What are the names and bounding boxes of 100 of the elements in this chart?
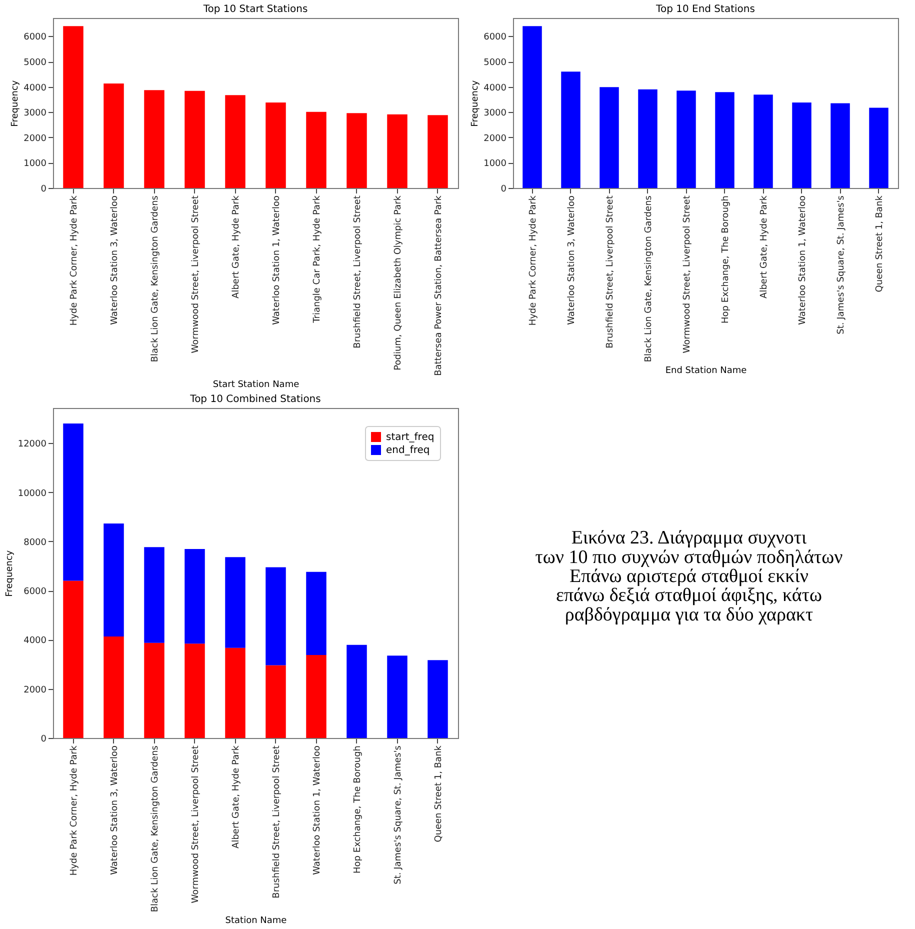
- y-tick-label: 4000: [24, 636, 47, 646]
- bar: [225, 95, 246, 188]
- x-tick-label: Albert Gate, Hyde Park: [231, 194, 242, 298]
- y-tick-label: 0: [500, 184, 507, 194]
- y-tick-label: 3000: [484, 108, 507, 119]
- y-tick-label: 12000: [18, 440, 47, 450]
- chart-title: Top 10 Start Stations: [202, 4, 308, 15]
- y-tick-label: 4000: [484, 83, 507, 94]
- bar: [869, 108, 888, 188]
- y-tick-label: 1000: [484, 159, 507, 170]
- bar: [266, 665, 286, 738]
- x-axis-title: Station Name: [225, 916, 288, 926]
- text: των 10 πιο συχνών σταθμών ποδηλάτων: [535, 546, 844, 568]
- bar: [715, 92, 734, 188]
- x-tick-label: Brushfield Street, Liverpool Street: [272, 745, 282, 898]
- chart-title: Top 10 Combined Stations: [189, 394, 321, 405]
- bar: [266, 567, 286, 666]
- bar: [266, 102, 286, 188]
- x-tick-label: Waterloo Station 3, Waterloo: [110, 195, 120, 325]
- y-tick-label: 6000: [24, 32, 47, 43]
- y-tick-label: 3000: [24, 108, 47, 119]
- y-tick-label: 2000: [24, 685, 47, 696]
- bar: [428, 660, 448, 738]
- y-tick-label: 4000: [24, 83, 47, 94]
- x-axis-title: Start Station Name: [212, 380, 300, 390]
- x-tick-label: Waterloo Station 1, Waterloo: [312, 745, 322, 875]
- bar: [225, 648, 246, 738]
- y-tick-label: 6000: [484, 32, 507, 43]
- text: ραβδόγραμμα για τα δύο χαρακτ: [564, 604, 814, 626]
- bar: [792, 102, 812, 188]
- x-tick-label: Waterloo Station 3, Waterloo: [110, 745, 120, 875]
- x-tick-label: Waterloo Station 1, Waterloo: [798, 195, 808, 325]
- bar: [104, 523, 124, 637]
- y-tick-label: 10000: [18, 488, 47, 499]
- text: Εικόνα 23. Διάγραμμα συχνοτι: [571, 528, 808, 549]
- x-tick-label: Waterloo Station 3, Waterloo: [566, 195, 577, 325]
- x-tick-label: Battersea Power Station, Battersea Park: [434, 194, 444, 376]
- bar: [184, 644, 205, 738]
- x-tick-label: Hyde Park Corner, Hyde Park: [69, 744, 80, 876]
- y-tick-label: 1000: [24, 159, 47, 170]
- x-tick-label: St. James's Square, St. James's: [836, 195, 846, 334]
- legend-label: start_freq: [386, 432, 434, 443]
- bar: [387, 656, 408, 738]
- x-tick-label: Wormwood Street, Liverpool Street: [190, 745, 201, 904]
- bar: [184, 549, 205, 644]
- y-axis-title: Frequency: [4, 550, 15, 597]
- y-tick-label: 0: [40, 734, 47, 744]
- bar: [561, 72, 580, 188]
- bar: [428, 115, 448, 188]
- y-tick-label: 2000: [484, 134, 507, 144]
- bar: [63, 26, 84, 188]
- bar: [144, 547, 164, 643]
- y-tick-label: 0: [40, 184, 47, 194]
- legend-label: end_freq: [386, 445, 430, 456]
- bar: [306, 654, 326, 738]
- x-tick-label: Black Lion Gate, Kensington Gardens: [644, 195, 654, 362]
- x-tick-label: Black Lion Gate, Kensington Gardens: [150, 195, 160, 362]
- y-tick-label: 5000: [24, 58, 47, 68]
- x-tick-label: Brushfield Street, Liverpool Street: [605, 195, 616, 348]
- x-tick-label: Brushfield Street, Liverpool Street: [352, 195, 363, 348]
- bar: [184, 90, 205, 188]
- x-tick-label: Black Lion Gate, Kensington Gardens: [150, 745, 160, 912]
- bar: [754, 94, 773, 188]
- bar: [346, 644, 367, 738]
- x-tick-label: Podium, Queen Elizabeth Olympic Park: [393, 194, 404, 370]
- bar: [306, 112, 326, 188]
- x-tick-label: Waterloo Station 1, Waterloo: [272, 195, 282, 325]
- bar: [144, 642, 164, 738]
- x-tick-label: Albert Gate, Hyde Park: [231, 744, 242, 848]
- bar: [600, 87, 619, 188]
- x-tick-label: Triangle Car Park, Hyde Park: [312, 194, 322, 324]
- bar: [830, 103, 850, 188]
- bar: [144, 90, 164, 188]
- bar: [63, 423, 84, 581]
- x-tick-label: Albert Gate, Hyde Park: [759, 194, 770, 298]
- y-axis-title: Frequency: [470, 80, 481, 127]
- x-tick-label: Hyde Park Corner, Hyde Park: [528, 194, 538, 326]
- x-tick-label: Hop Exchange, The Borough: [720, 196, 731, 324]
- bar: [387, 114, 408, 188]
- x-tick-label: Hop Exchange, The Borough: [352, 746, 363, 874]
- x-tick-label: Wormwood Street, Liverpool Street: [190, 195, 201, 354]
- bar: [676, 90, 696, 188]
- x-tick-label: Hyde Park Corner, Hyde Park: [69, 194, 80, 326]
- bar: [638, 89, 658, 188]
- bar: [306, 572, 326, 655]
- bar: [104, 636, 124, 738]
- bar: [104, 84, 124, 188]
- bar: [63, 580, 84, 738]
- text: επάνω δεξιά σταθμοί άφιξης, κάτω: [556, 585, 822, 606]
- bar: [522, 26, 542, 188]
- y-tick-label: 2000: [24, 134, 47, 144]
- x-tick-label: Queen Street 1, Bank: [874, 194, 885, 292]
- x-axis-title: End Station Name: [665, 366, 748, 376]
- y-tick-label: 8000: [24, 538, 47, 548]
- y-tick-label: 5000: [484, 58, 507, 68]
- x-tick-label: Wormwood Street, Liverpool Street: [682, 195, 692, 354]
- y-tick-label: 6000: [24, 587, 47, 598]
- x-tick-label: St. James's Square, St. James's: [393, 745, 404, 884]
- text: Επάνω αριστερά σταθμοί εκκίν: [570, 566, 809, 587]
- chart-title: Top 10 End Stations: [655, 4, 755, 15]
